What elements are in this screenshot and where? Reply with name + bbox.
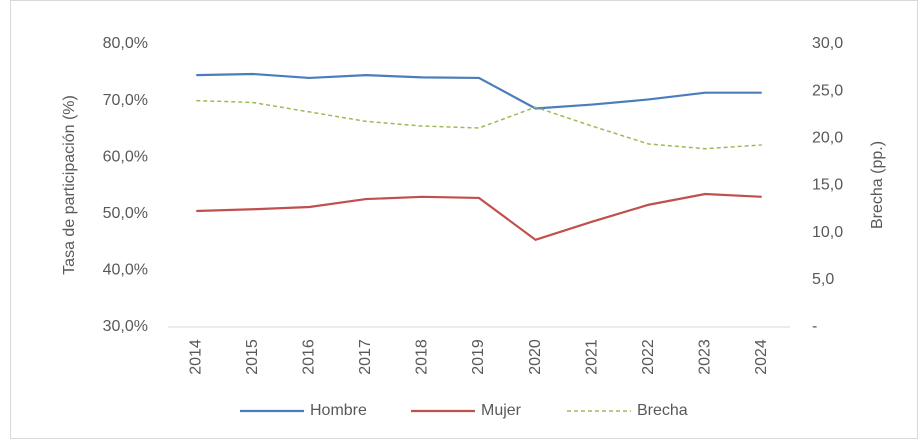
y-tick-label: 70,0%	[103, 92, 148, 109]
x-tick-label: 2018	[414, 339, 431, 375]
x-tick-label: 2023	[696, 339, 713, 375]
y2-axis-label: Brecha (pp.)	[869, 141, 886, 229]
y2-tick-label: 10,0	[812, 224, 843, 241]
chart-frame	[10, 0, 918, 439]
x-tick-label: 2024	[753, 339, 770, 375]
x-tick-label: 2015	[244, 339, 261, 375]
line-series	[196, 72, 762, 110]
y-tick-label: 30,0%	[103, 318, 148, 335]
y-tick-label: 40,0%	[103, 262, 148, 279]
y-tick-label: 60,0%	[103, 148, 148, 165]
line-series	[196, 99, 762, 150]
x-tick-label: 2019	[470, 339, 487, 375]
y-axis-label: Tasa de participación (%)	[61, 95, 78, 275]
legend-label: Brecha	[637, 402, 688, 419]
x-tick-label: 2022	[640, 339, 657, 375]
x-tick-label: 2016	[301, 339, 318, 375]
line-series	[196, 192, 762, 242]
y-tick-label: 50,0%	[103, 205, 148, 222]
x-tick-label: 2020	[527, 339, 544, 375]
legend-label: Hombre	[310, 402, 367, 419]
y-tick-label: 80,0%	[103, 35, 148, 52]
legend-label: Mujer	[481, 402, 522, 419]
x-tick-label: 2021	[583, 339, 600, 375]
y2-tick-label: 30,0	[812, 35, 843, 52]
x-tick-label: 2014	[187, 339, 204, 375]
x-tick-label: 2017	[357, 339, 374, 375]
y2-tick-label: -	[812, 318, 817, 335]
y2-tick-label: 15,0	[812, 177, 843, 194]
y2-tick-label: 20,0	[812, 130, 843, 147]
y2-tick-label: 25,0	[812, 82, 843, 99]
y2-tick-label: 5,0	[812, 271, 834, 288]
